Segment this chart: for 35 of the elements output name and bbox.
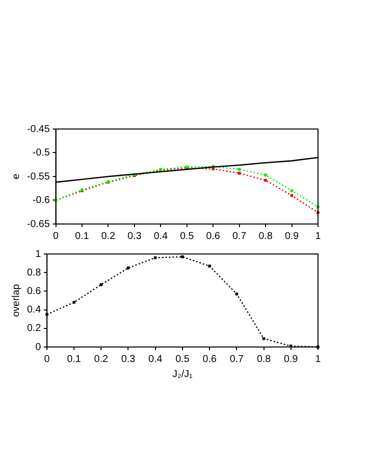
x-tick-label: 0.4 xyxy=(148,354,163,365)
x-tick-label: 0.6 xyxy=(206,230,221,242)
x-tick-label: 0.8 xyxy=(256,354,272,365)
x-tick-label: 0.5 xyxy=(180,230,194,242)
x-axis-title: J₂/J₁ xyxy=(172,368,194,380)
x-tick-label: 0.7 xyxy=(232,230,247,242)
y-tick-label: -0.45 xyxy=(26,124,50,135)
x-tick-label: 1 xyxy=(315,230,322,242)
y-tick-label: 0.4 xyxy=(26,304,42,316)
y-tick-label: -0.5 xyxy=(32,148,50,158)
y-tick-label: 0.2 xyxy=(26,323,42,334)
x-tick-label: 0.1 xyxy=(67,354,82,365)
x-tick-label: 0.2 xyxy=(94,354,109,365)
x-tick-label: 0.3 xyxy=(128,230,142,242)
y-tick-label: -0.55 xyxy=(26,171,50,182)
x-tick-label: 0.3 xyxy=(121,354,136,365)
x-tick-label: 0.4 xyxy=(154,230,168,242)
x-tick-label: 1 xyxy=(315,354,322,365)
y-tick-label: 1 xyxy=(35,248,42,260)
x-tick-label: 0.9 xyxy=(284,354,298,365)
x-tick-label: 0.9 xyxy=(284,230,300,242)
x-tick-label: 0.6 xyxy=(202,354,217,365)
y-tick-label: 0.6 xyxy=(26,286,42,297)
x-tick-label: 0.7 xyxy=(230,354,244,365)
y-tick-label: -0.6 xyxy=(32,195,50,206)
y-tick-label: 0.8 xyxy=(26,267,42,278)
x-tick-label: 0.8 xyxy=(258,230,273,242)
y-tick-label: 0 xyxy=(35,342,42,353)
x-tick-label: 0.2 xyxy=(101,230,116,242)
y-tick-label: -0.65 xyxy=(26,218,50,230)
x-tick-label: 0 xyxy=(53,230,60,242)
y-axis-title: overlap xyxy=(10,284,22,317)
x-tick-label: 0.5 xyxy=(176,354,190,365)
x-tick-label: 0.1 xyxy=(75,230,90,242)
y-axis-title: e xyxy=(10,173,22,180)
